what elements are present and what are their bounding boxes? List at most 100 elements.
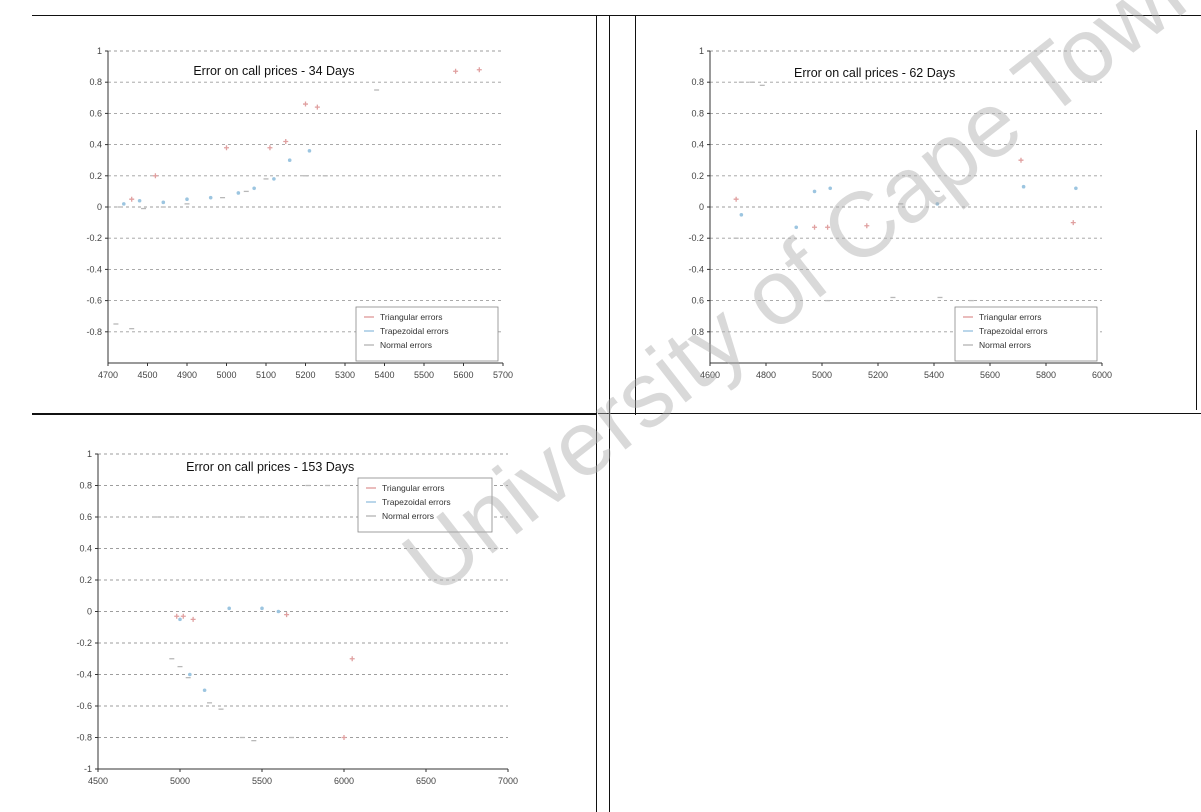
legend-box: [355, 306, 499, 362]
data-point-trapezoidal: [739, 213, 744, 217]
y-tick-label: 0.8: [79, 481, 92, 491]
data-point-trapezoidal: [236, 191, 241, 195]
x-tick-label: 5500: [414, 370, 434, 380]
data-point-triangular: [825, 224, 831, 230]
y-tick-label: 0.4: [691, 140, 704, 150]
y-tick-label: -0.8: [86, 327, 102, 337]
data-point-triangular: [129, 196, 135, 202]
y-tick-label: -0.4: [688, 264, 704, 274]
data-point-trapezoidal: [252, 186, 256, 191]
x-tick-label: 5000: [170, 776, 190, 786]
legend-label: Triangular errors: [979, 312, 1042, 322]
x-tick-label: 4800: [756, 370, 776, 380]
x-tick-label: 4600: [700, 370, 720, 380]
data-point-trapezoidal: [1021, 184, 1026, 189]
data-point-triangular: [190, 616, 196, 622]
panel2-frame-right: [1196, 130, 1197, 410]
x-tick-label: 5000: [216, 370, 236, 380]
data-point-triangular: [341, 735, 347, 740]
x-tick-label: 5000: [812, 370, 832, 380]
middle-rule-right: [598, 413, 1201, 414]
chart-panel-62-days: 1 0.8 0.8 0.4 0.2 0 -0.2 -0.4 0.6 0.8 4600 4800 5000…: [668, 35, 1118, 380]
x-tick-label: 5300: [335, 370, 355, 380]
data-point-triangular: [284, 612, 290, 618]
y-tick-label: 0.6: [691, 296, 704, 306]
x-tick-label: 7000: [498, 776, 518, 786]
y-tick-label: 1: [699, 46, 704, 56]
x-tick-label: 5600: [980, 370, 1000, 380]
data-point-trapezoidal: [161, 200, 166, 205]
y-tick-label: 0.8: [89, 77, 102, 87]
chart-panel-34-days: 1 0.8 0.6 0.4 0.2 0 -0.2 -0.4 -0.6 -0.8 4700 4500 49…: [60, 35, 520, 380]
x-tick-label: 6000: [1092, 370, 1112, 380]
data-point-trapezoidal: [122, 202, 126, 206]
y-tick-label: -0.2: [86, 233, 102, 243]
y-tick-label: 0.8: [691, 77, 704, 87]
y-tick-label: -0.6: [86, 296, 102, 306]
y-tick-label: 0.4: [79, 544, 92, 554]
chart-title: Error on call prices - 34 Days: [193, 64, 354, 78]
center-divider-left: [596, 15, 597, 812]
data-point-triangular: [174, 613, 180, 619]
x-tick-label: 4700: [98, 370, 118, 380]
y-tick-label: -0.2: [688, 233, 704, 243]
chart-153-days-svg: 1 0.8 0.6 0.4 0.2 0 -0.2 -0.4 -0.6 -0.8 -1 4500 5000…: [76, 449, 518, 786]
legend-label: Triangular errors: [382, 483, 445, 493]
data-point-triangular: [303, 101, 308, 107]
chart-34-days-svg: 1 0.8 0.6 0.4 0.2 0 -0.2 -0.4 -0.6 -0.8 4700 4500 49…: [86, 46, 513, 380]
data-point-trapezoidal: [272, 177, 276, 181]
data-point-triangular: [812, 224, 818, 230]
legend-label: Normal errors: [380, 340, 432, 350]
x-tick-label: 5600: [453, 370, 473, 380]
data-point-trapezoidal: [812, 189, 817, 194]
center-divider-right: [609, 15, 610, 812]
data-point-trapezoidal: [178, 617, 182, 622]
x-tick-label: 5500: [252, 776, 272, 786]
data-point-trapezoidal: [794, 225, 799, 230]
data-point-triangular: [349, 656, 355, 662]
data-point-triangular: [283, 138, 289, 144]
data-point-trapezoidal: [307, 149, 312, 153]
x-tick-label: 4900: [177, 370, 197, 380]
x-tick-label: 5400: [924, 370, 944, 380]
x-tick-label: 5100: [256, 370, 276, 380]
x-tick-label: 6500: [416, 776, 436, 786]
y-tick-label: 0.6: [79, 512, 92, 522]
x-tick-label: 5800: [1036, 370, 1056, 380]
data-point-trapezoidal: [260, 606, 264, 611]
legend-label: Trapezoidal errors: [380, 326, 449, 336]
y-tick-label: 0.8: [691, 327, 704, 337]
legend-label: Trapezoidal errors: [382, 497, 451, 507]
data-point-triangular: [453, 68, 459, 74]
data-point-triangular: [267, 145, 273, 151]
legend-box: [954, 306, 1098, 362]
legend-label: Triangular errors: [380, 312, 443, 322]
data-point-triangular: [733, 196, 739, 202]
y-tick-label: 0.6: [89, 108, 102, 118]
x-tick-label: 5400: [374, 370, 394, 380]
x-tick-label: 5700: [493, 370, 513, 380]
legend-label: Normal errors: [382, 511, 434, 521]
y-tick-label: -0.6: [76, 701, 92, 711]
y-tick-label: 0: [97, 202, 102, 212]
data-point-triangular: [152, 173, 158, 179]
data-point-triangular: [1018, 157, 1024, 163]
y-tick-label: 1: [97, 46, 102, 56]
y-tick-label: -0.2: [76, 638, 92, 648]
chart-panel-153-days: 1 0.8 0.6 0.4 0.2 0 -0.2 -0.4 -0.6 -0.8 -1 4500 5000…: [60, 440, 520, 795]
data-point-trapezoidal: [185, 197, 189, 201]
chart-title: Error on call prices - 62 Days: [794, 66, 955, 80]
chart-62-days-svg: 1 0.8 0.8 0.4 0.2 0 -0.2 -0.4 0.6 0.8 4600 4800 5000…: [688, 46, 1112, 380]
data-point-triangular: [314, 104, 320, 110]
x-tick-label: 4500: [137, 370, 157, 380]
legend-box: [357, 477, 493, 533]
y-tick-label: -0.8: [76, 733, 92, 743]
y-tick-label: 0.2: [691, 171, 704, 181]
y-tick-label: 0.8: [691, 108, 704, 118]
y-tick-label: -0.4: [86, 264, 102, 274]
data-point-triangular: [180, 613, 186, 619]
y-tick-label: -0.4: [76, 670, 92, 680]
x-tick-label: 5200: [868, 370, 888, 380]
y-tick-label: 1: [87, 449, 92, 459]
x-tick-label: 4500: [88, 776, 108, 786]
